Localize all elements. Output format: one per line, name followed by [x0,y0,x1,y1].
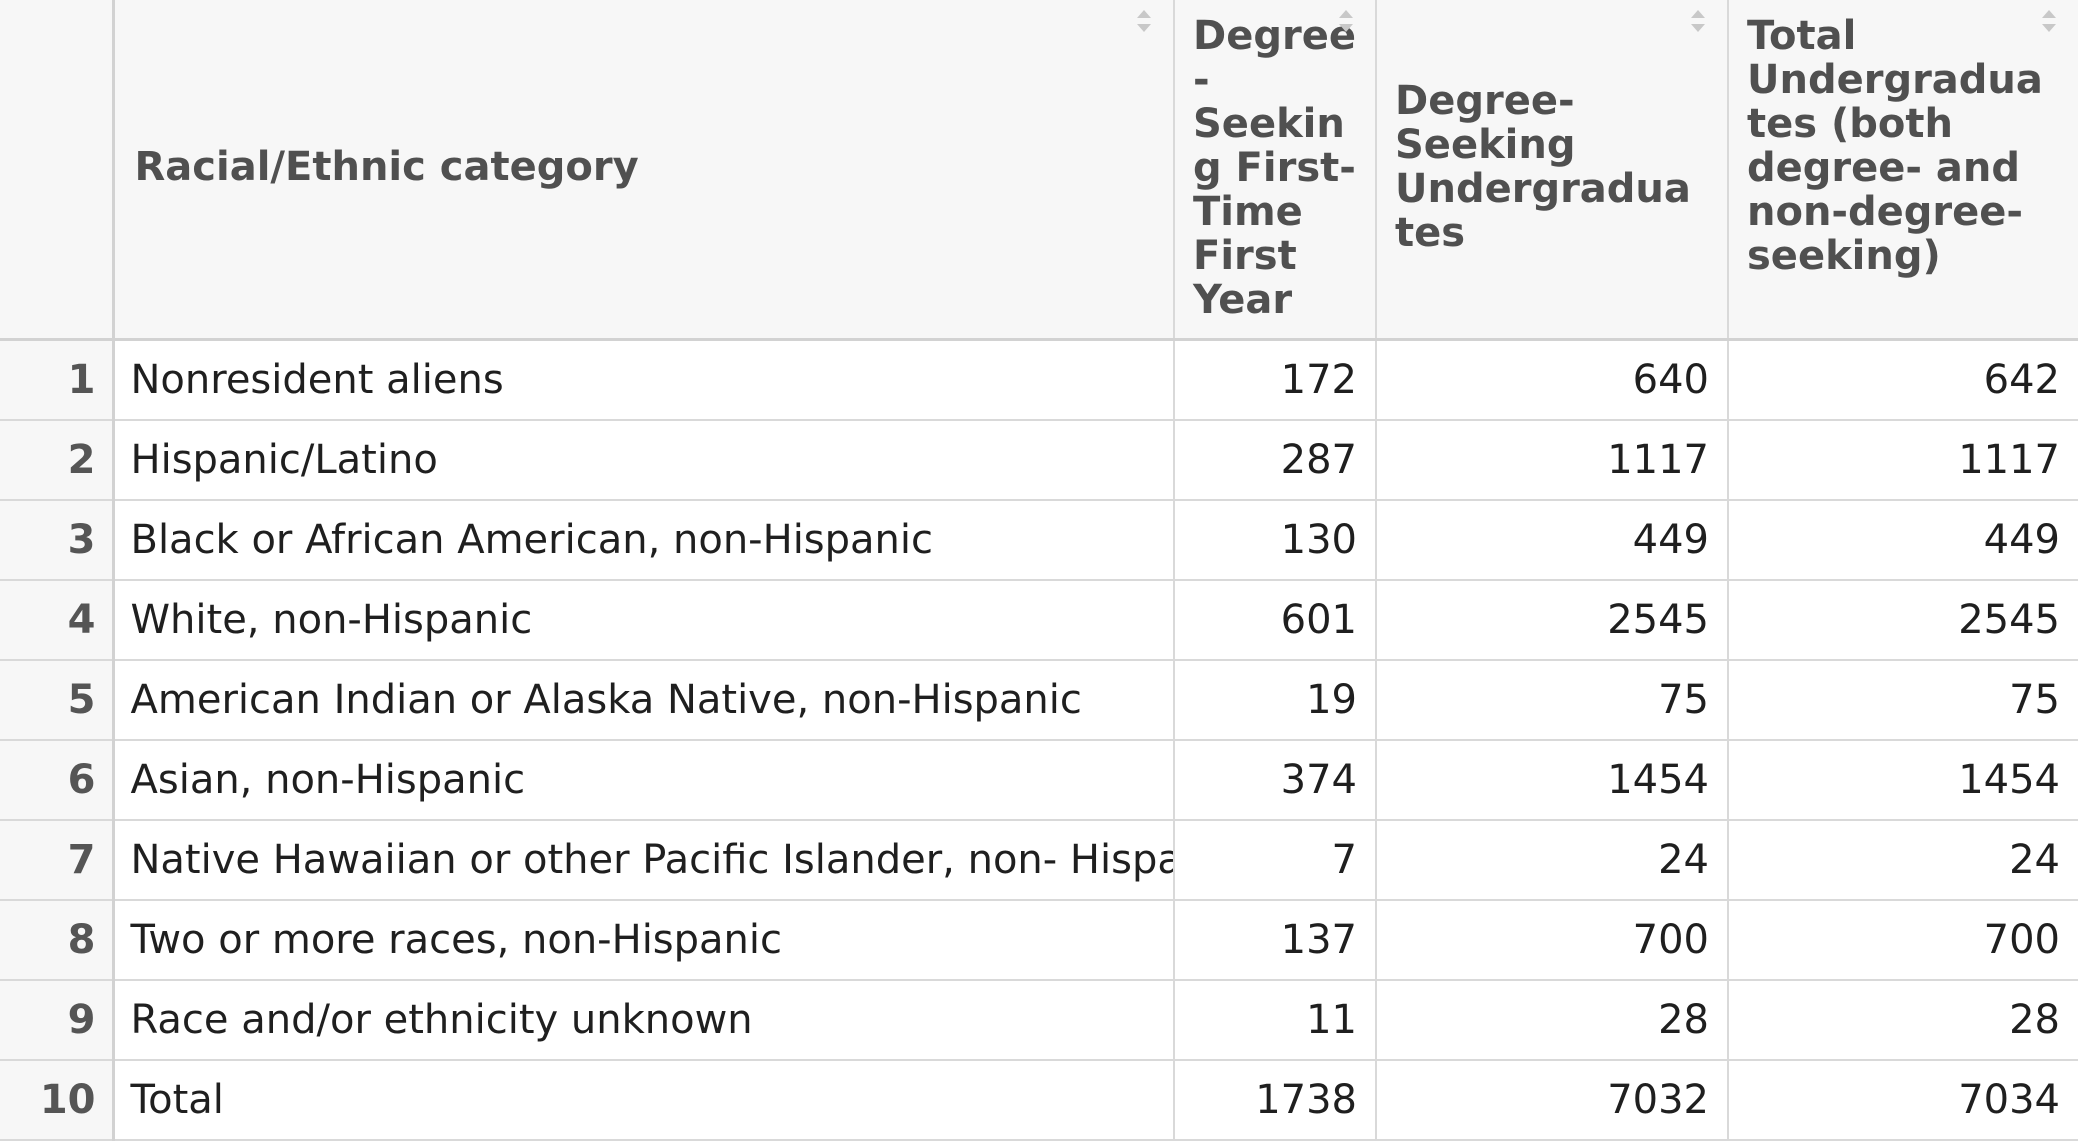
degree-seeking-undergrads-cell: 1117 [1376,419,1729,501]
column-header-total-undergraduates[interactable]: Total Undergraduates (both degree- and n… [1728,0,2078,341]
total-undergrads-cell: 7034 [1728,1059,2078,1141]
degree-seeking-undergrads-cell: 28 [1376,979,1729,1061]
column-header-label: Degree-Seeking First-Time First Year [1193,13,1356,323]
row-index: 5 [0,659,115,741]
first-time-first-year-cell: 1738 [1174,1059,1377,1141]
first-time-first-year-cell: 601 [1174,579,1377,661]
first-time-first-year-cell: 172 [1174,339,1377,421]
table-body: 1 Nonresident aliens 172 640 642 2 Hispa… [0,339,2078,1141]
sort-arrows-icon[interactable] [1135,8,1153,34]
degree-seeking-undergrads-cell: 640 [1376,339,1729,421]
degree-seeking-undergrads-cell: 24 [1376,819,1729,901]
total-undergrads-cell: 642 [1728,339,2078,421]
column-header-label: Racial/Ethnic category [134,144,639,190]
table-row: 10 Total 1738 7032 7034 [0,1059,2078,1141]
table-row: 1 Nonresident aliens 172 640 642 [0,339,2078,421]
column-header-label: Degree-Seeking Undergraduates [1395,78,1691,256]
total-undergrads-cell: 75 [1728,659,2078,741]
first-time-first-year-cell: 7 [1174,819,1377,901]
row-index: 2 [0,419,115,501]
degree-seeking-undergrads-cell: 7032 [1376,1059,1729,1141]
table-row: 9 Race and/or ethnicity unknown 11 28 28 [0,979,2078,1061]
total-undergrads-cell: 28 [1728,979,2078,1061]
column-header-degree-seeking-undergraduates[interactable]: Degree-Seeking Undergraduates [1376,0,1729,341]
column-header-category[interactable]: Racial/Ethnic category [113,0,1175,341]
row-index: 4 [0,579,115,661]
degree-seeking-undergrads-cell: 75 [1376,659,1729,741]
row-index: 6 [0,739,115,821]
table-row: 7 Native Hawaiian or other Pacific Islan… [0,819,2078,901]
first-time-first-year-cell: 11 [1174,979,1377,1061]
total-undergrads-cell: 2545 [1728,579,2078,661]
header-row: Racial/Ethnic category Degree-Seeking Fi… [0,0,2078,341]
category-cell: Two or more races, non-Hispanic [113,899,1175,981]
category-cell: Nonresident aliens [113,339,1175,421]
sort-arrows-icon[interactable] [2040,8,2058,34]
category-cell: Asian, non-Hispanic [113,739,1175,821]
sort-arrows-icon[interactable] [1689,8,1707,34]
total-undergrads-cell: 1117 [1728,419,2078,501]
table-row: 5 American Indian or Alaska Native, non-… [0,659,2078,741]
category-cell: Total [113,1059,1175,1141]
table-row: 8 Two or more races, non-Hispanic 137 70… [0,899,2078,981]
first-time-first-year-cell: 137 [1174,899,1377,981]
category-cell: American Indian or Alaska Native, non-Hi… [113,659,1175,741]
first-time-first-year-cell: 130 [1174,499,1377,581]
table-row: 6 Asian, non-Hispanic 374 1454 1454 [0,739,2078,821]
category-cell: White, non-Hispanic [113,579,1175,661]
category-cell: Hispanic/Latino [113,419,1175,501]
table-row: 2 Hispanic/Latino 287 1117 1117 [0,419,2078,501]
table-row: 3 Black or African American, non-Hispani… [0,499,2078,581]
row-index: 10 [0,1059,115,1141]
degree-seeking-undergrads-cell: 2545 [1376,579,1729,661]
first-time-first-year-cell: 374 [1174,739,1377,821]
row-index: 1 [0,339,115,421]
row-index: 8 [0,899,115,981]
degree-seeking-undergrads-cell: 700 [1376,899,1729,981]
row-index: 3 [0,499,115,581]
total-undergrads-cell: 700 [1728,899,2078,981]
total-undergrads-cell: 24 [1728,819,2078,901]
column-header-label: Total Undergraduates (both degree- and n… [1747,13,2043,279]
row-index: 7 [0,819,115,901]
category-cell: Black or African American, non-Hispanic [113,499,1175,581]
degree-seeking-undergrads-cell: 449 [1376,499,1729,581]
first-time-first-year-cell: 287 [1174,419,1377,501]
first-time-first-year-cell: 19 [1174,659,1377,741]
column-header-index[interactable] [0,0,115,341]
table-row: 4 White, non-Hispanic 601 2545 2545 [0,579,2078,661]
table-header: Racial/Ethnic category Degree-Seeking Fi… [0,0,2078,341]
category-cell: Native Hawaiian or other Pacific Islande… [113,819,1175,901]
sort-arrows-icon[interactable] [1337,8,1355,34]
column-header-first-time-first-year[interactable]: Degree-Seeking First-Time First Year [1174,0,1377,341]
total-undergrads-cell: 449 [1728,499,2078,581]
total-undergrads-cell: 1454 [1728,739,2078,821]
category-cell: Race and/or ethnicity unknown [113,979,1175,1061]
degree-seeking-undergrads-cell: 1454 [1376,739,1729,821]
row-index: 9 [0,979,115,1061]
